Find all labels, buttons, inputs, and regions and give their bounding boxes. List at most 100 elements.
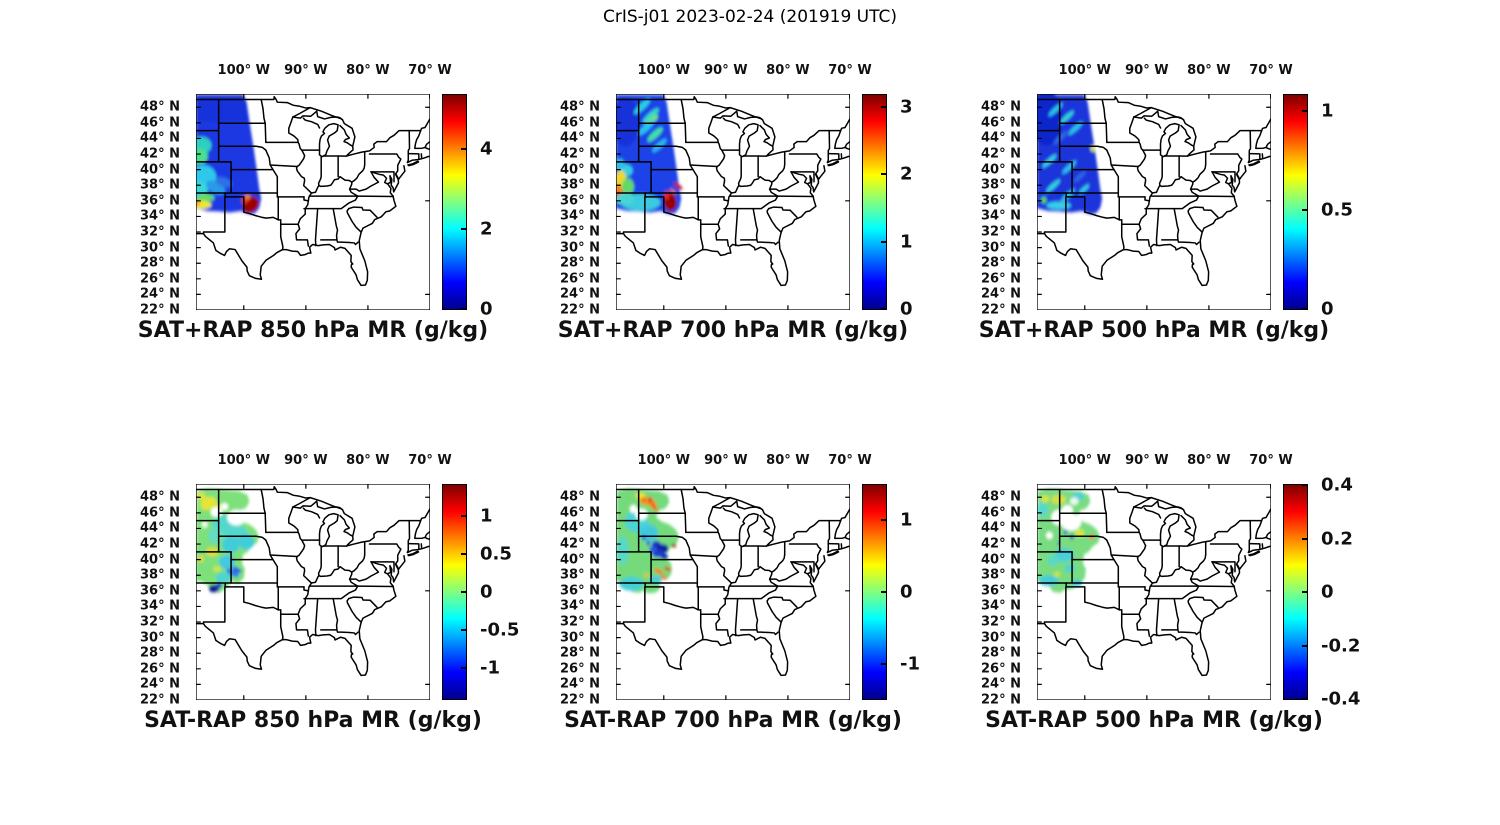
lat-tick-label: 34° N [140, 208, 180, 224]
lat-tick-label: 42° N [140, 146, 180, 162]
lon-tick-label: 80° W [346, 453, 390, 468]
lon-tick-label: 70° W [828, 63, 872, 78]
lat-tick-label: 48° N [981, 489, 1021, 505]
colorbar-tick-label: 0.4 [1321, 474, 1353, 496]
colorbar-tick-mark [461, 515, 466, 518]
lat-tick-label: 28° N [140, 645, 180, 661]
panel-title: SAT+RAP 850 hPa MR (g/kg) [137, 318, 489, 343]
colorbar-tick-label: 1 [480, 505, 493, 527]
colorbar-tick-label: 3 [900, 96, 913, 118]
lat-tick-label: 40° N [560, 162, 600, 178]
lat-tick-label: 34° N [981, 208, 1021, 224]
panel-title: SAT-RAP 700 hPa MR (g/kg) [564, 708, 902, 733]
lat-tick-label: 26° N [140, 661, 180, 677]
lat-tick-label: 36° N [981, 583, 1021, 599]
colorbar: -1 -0.5 0 0.5 1 [442, 484, 519, 700]
lat-tick-label: 46° N [140, 505, 180, 521]
lat-tick-label: 26° N [560, 661, 600, 677]
lat-tick-label: 26° N [981, 271, 1021, 287]
colorbar-tick-mark [881, 173, 886, 176]
lat-tick-label: 22° N [981, 302, 1021, 318]
lat-tick-label: 40° N [981, 552, 1021, 568]
latitude-axis-labels: 48° N 46° N 44° N 42° N 40° N 38° N 36° N 34° N… [124, 484, 188, 708]
lon-tick-label: 80° W [1187, 63, 1231, 78]
map-plot [196, 484, 430, 700]
lat-tick-label: 48° N [140, 489, 180, 505]
lat-tick-label: 32° N [981, 614, 1021, 630]
colorbar: 0 0.5 1 [1283, 94, 1353, 320]
colorbar-tick-label: 0 [900, 298, 913, 320]
lon-tick-label: 90° W [284, 453, 328, 468]
colorbar-tick-mark [461, 227, 466, 230]
lat-tick-label: 24° N [560, 286, 600, 302]
latitude-axis-labels: 48° N 46° N 44° N 42° N 40° N 38° N 36° N 34° N… [544, 484, 608, 708]
lat-tick-label: 24° N [560, 676, 600, 692]
lat-tick-label: 40° N [140, 162, 180, 178]
lat-tick-label: 24° N [140, 286, 180, 302]
latitude-axis-labels: 48° N 46° N 44° N 42° N 40° N 38° N 36° N 34° N… [965, 94, 1029, 318]
colorbar-tick-mark [1302, 208, 1307, 211]
lat-tick-label: 48° N [981, 99, 1021, 115]
colorbar-tick-mark [1302, 484, 1307, 486]
lat-tick-label: 40° N [140, 552, 180, 568]
longitude-axis-labels: 100° W 90° W 80° W 70° W [616, 63, 872, 79]
colorbar-tick-label: -0.4 [1321, 688, 1361, 710]
lat-tick-label: 36° N [560, 193, 600, 209]
lat-tick-label: 48° N [140, 99, 180, 115]
colorbar-tick-label: 0.5 [480, 543, 512, 565]
lat-tick-label: 34° N [140, 598, 180, 614]
colorbar-tick-label: 1 [1321, 100, 1334, 122]
colorbar-gradient [1284, 485, 1307, 699]
figure-title: CrIS-j01 2023-02-24 (201919 UTC) [602, 7, 898, 27]
colorbar-tick-mark [1302, 109, 1307, 112]
lat-tick-label: 38° N [140, 177, 180, 193]
colorbar-tick-mark [881, 519, 886, 522]
lat-tick-label: 34° N [560, 598, 600, 614]
colorbar-tick-label: -1 [900, 653, 920, 675]
lat-tick-label: 32° N [560, 224, 600, 240]
colorbar-tick-mark [881, 662, 886, 665]
lat-tick-label: 42° N [981, 146, 1021, 162]
lon-tick-label: 90° W [704, 453, 748, 468]
colorbar-gradient [443, 95, 466, 309]
lat-tick-label: 36° N [140, 583, 180, 599]
lat-tick-label: 30° N [140, 630, 180, 646]
lon-tick-label: 70° W [408, 453, 452, 468]
colorbar-tick-label: 0.2 [1321, 528, 1353, 549]
colorbar-tick-label: -1 [480, 657, 500, 679]
lat-tick-label: 26° N [560, 271, 600, 287]
map-plot [616, 94, 850, 310]
colorbar-tick-mark [881, 308, 886, 310]
colorbar-tick-mark [881, 240, 886, 243]
lat-tick-label: 38° N [981, 567, 1021, 583]
colorbar-tick-mark [461, 552, 466, 555]
colorbar-tick-mark [461, 147, 466, 150]
colorbar-tick-mark [461, 308, 466, 310]
lat-tick-label: 38° N [560, 567, 600, 583]
colorbar-tick-mark [461, 666, 466, 669]
colorbar-tick-label: 0.5 [1321, 199, 1353, 221]
map-panel-sat-minus-rap-850: 100° W 90° W 80° W 70° W 48° N 46° N 44° N 42°… [140, 453, 519, 733]
lat-tick-label: 46° N [560, 115, 600, 131]
lon-tick-label: 100° W [1058, 63, 1112, 78]
colorbar-gradient [1284, 95, 1307, 309]
colorbar-tick-label: -0.5 [480, 619, 520, 641]
lat-tick-label: 22° N [140, 692, 180, 708]
panel-title: SAT+RAP 500 hPa MR (g/kg) [978, 318, 1330, 343]
colorbar-tick-label: 4 [480, 138, 493, 159]
lat-tick-label: 22° N [981, 692, 1021, 708]
lat-tick-label: 24° N [981, 676, 1021, 692]
lon-tick-label: 100° W [217, 453, 271, 468]
map-plot [196, 94, 430, 310]
lat-tick-label: 40° N [560, 552, 600, 568]
colorbar-tick-mark [1302, 308, 1307, 310]
lon-tick-label: 70° W [408, 63, 452, 78]
lat-tick-label: 44° N [560, 130, 600, 146]
colorbar-tick-label: 1 [900, 509, 913, 531]
latitude-axis-labels: 48° N 46° N 44° N 42° N 40° N 38° N 36° N 34° N… [965, 484, 1029, 708]
lat-tick-label: 44° N [981, 130, 1021, 146]
colorbar: 0 2 4 [442, 94, 493, 320]
lat-tick-label: 22° N [140, 302, 180, 318]
latitude-axis-labels: 48° N 46° N 44° N 42° N 40° N 38° N 36° N 34° N… [544, 94, 608, 318]
map-panel-sat-minus-rap-500: 100° W 90° W 80° W 70° W 48° N 46° N 44° N 42°… [981, 453, 1360, 733]
